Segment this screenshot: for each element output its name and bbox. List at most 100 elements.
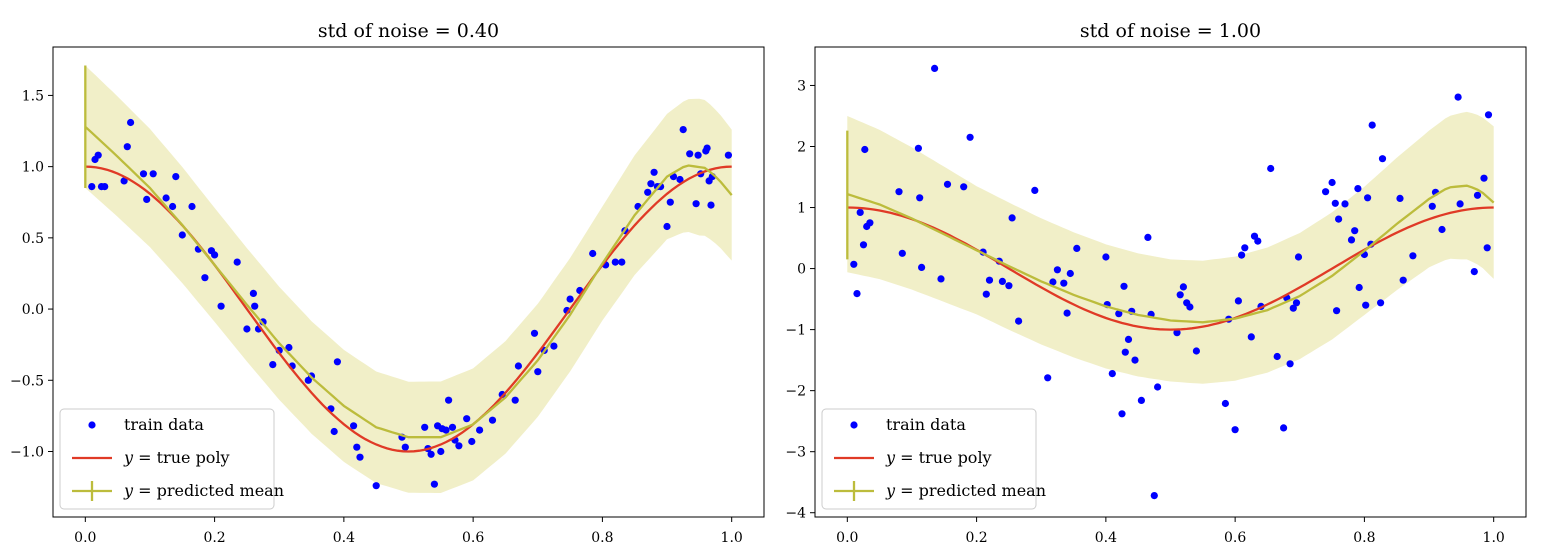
train-point-9: [143, 195, 151, 203]
y-tick-label-4: 0: [797, 262, 806, 278]
train-point-19: [211, 251, 219, 259]
x-tick-label-4: 0.8: [591, 530, 613, 546]
train-point-89: [1396, 194, 1404, 202]
y-tick-label-1: −3: [785, 445, 806, 461]
train-point-30: [1063, 309, 1071, 317]
train-point-54: [463, 415, 471, 423]
y-tick-label-0: −1.0: [10, 444, 44, 460]
train-point-15: [188, 202, 196, 211]
train-point-4: [101, 183, 109, 191]
train-point-12: [931, 64, 939, 72]
train-point-95: [1454, 93, 1462, 101]
train-point-59: [1241, 244, 1249, 252]
x-tick-label-2: 0.4: [333, 530, 355, 546]
train-point-52: [1186, 303, 1194, 311]
axes-frame: [52, 46, 765, 518]
train-point-29: [1060, 279, 1068, 287]
train-point-68: [589, 249, 597, 258]
x-tick-label-5: 1.0: [1483, 530, 1505, 546]
train-point-42: [421, 423, 429, 431]
x-tick-label-4: 0.8: [1353, 530, 1375, 546]
chart-panel-2: 0.0 0.2 0.4 0.6 0.8 1.0 −4 −3 −2 −1 0 1 2 3 std of noi…: [785, 20, 1527, 546]
chart-title: std of noise = 1.00: [1080, 20, 1261, 42]
y-tick-label-4: 1.0: [22, 160, 44, 176]
train-point-70: [1292, 299, 1301, 307]
train-point-23: [249, 289, 257, 297]
legend: train data y = true poly y = predicted mea…: [59, 408, 284, 510]
train-data-points: [850, 64, 1493, 500]
train-point-73: [1328, 178, 1336, 187]
train-point-23: [1008, 214, 1016, 222]
train-point-86: [694, 151, 702, 159]
train-point-76: [650, 168, 658, 176]
train-data-points: [88, 118, 733, 490]
train-point-50: [1179, 283, 1187, 291]
y-tick-label-6: 2: [797, 139, 806, 155]
train-point-27: [269, 361, 277, 369]
train-point-35: [1108, 370, 1116, 378]
train-point-89: [703, 144, 711, 152]
train-point-64: [550, 342, 558, 350]
train-point-44: [1144, 233, 1152, 241]
train-point-62: [1254, 237, 1262, 245]
train-point-57: [488, 416, 497, 424]
train-point-78: [1347, 236, 1356, 244]
train-point-85: [692, 200, 700, 208]
y-tick-label-2: 0.0: [22, 302, 44, 318]
legend-label-0: train data: [124, 415, 204, 434]
train-point-53: [455, 442, 463, 450]
train-point-83: [1362, 301, 1370, 309]
train-point-39: [372, 482, 380, 490]
train-point-13: [172, 173, 180, 181]
predicted-mean-line: [84, 125, 733, 439]
train-point-81: [1355, 283, 1363, 292]
train-point-18: [982, 290, 990, 298]
train-point-51: [448, 423, 457, 431]
train-point-33: [1102, 253, 1110, 261]
train-point-26: [1044, 374, 1052, 382]
train-point-9: [914, 144, 923, 152]
y-tick-label-2: −2: [785, 384, 806, 400]
train-point-2: [94, 151, 102, 159]
train-point-10: [916, 194, 924, 202]
legend-box: [59, 408, 275, 510]
train-point-12: [169, 202, 177, 211]
train-point-91: [707, 201, 715, 209]
chart-panel-1: 0.0 0.2 0.4 0.6 0.8 1.0 −1.0 −0.5 0.0 0.5 1.0 1.5 st…: [10, 20, 765, 546]
train-point-48: [1173, 329, 1181, 337]
train-point-7: [895, 188, 903, 196]
train-point-53: [1192, 347, 1200, 355]
train-point-58: [498, 390, 506, 399]
train-point-58: [1238, 251, 1246, 259]
train-point-76: [1335, 215, 1343, 223]
train-point-80: [1354, 185, 1362, 193]
train-point-24: [1015, 317, 1023, 325]
train-point-56: [476, 426, 484, 434]
train-point-6: [123, 143, 131, 151]
train-point-71: [618, 258, 626, 266]
train-point-47: [437, 447, 445, 456]
x-tick-label-3: 0.6: [462, 530, 484, 546]
train-point-101: [1484, 111, 1493, 119]
train-point-8: [898, 249, 906, 257]
x-tick-label-5: 1.0: [721, 530, 743, 546]
train-point-91: [1409, 252, 1417, 260]
train-point-20: [217, 302, 225, 310]
train-point-19: [985, 276, 994, 284]
train-point-60: [514, 362, 523, 370]
train-point-3: [859, 241, 868, 249]
train-point-6: [866, 219, 874, 227]
axes-frame: [814, 46, 1527, 518]
train-point-24: [251, 302, 259, 310]
train-point-71: [1294, 253, 1303, 261]
train-point-72: [1322, 188, 1330, 196]
x-tick-label-2: 0.4: [1095, 530, 1117, 546]
train-point-82: [676, 175, 684, 184]
train-point-40: [1124, 335, 1133, 343]
x-tick-label-1: 0.2: [965, 530, 987, 546]
legend-label-1: y = true poly: [885, 448, 992, 467]
train-point-74: [644, 188, 652, 196]
y-tick-label-3: 0.5: [22, 231, 44, 247]
train-point-100: [1483, 244, 1491, 252]
train-point-70: [611, 258, 619, 266]
